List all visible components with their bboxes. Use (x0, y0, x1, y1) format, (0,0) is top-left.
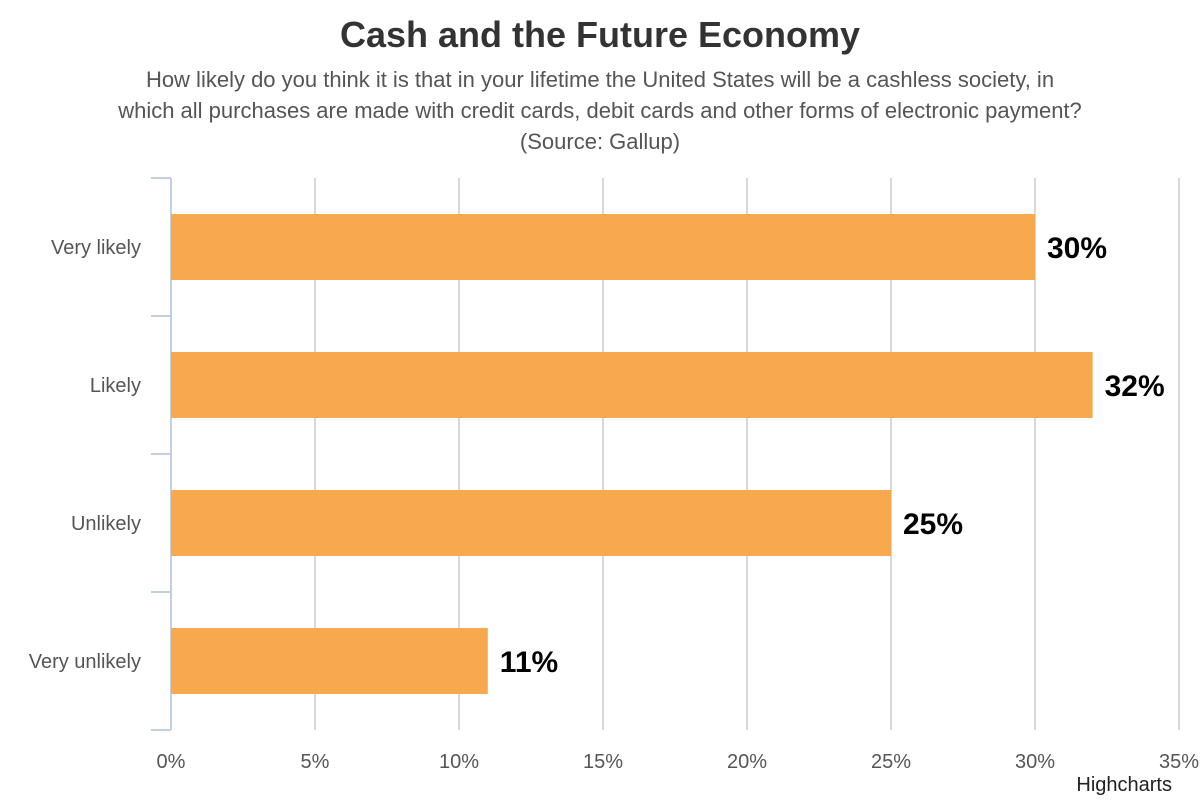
data-label: 25% (903, 508, 963, 541)
x-tick-label: 5% (301, 751, 330, 773)
x-tick-label: 15% (583, 751, 623, 773)
bar[interactable] (171, 628, 488, 694)
subtitle-line: How likely do you think it is that in yo… (145, 67, 1055, 92)
chart-title: Cash and the Future Economy (339, 14, 861, 55)
data-label: 30% (1047, 232, 1107, 265)
x-tick-label: 35% (1159, 751, 1199, 773)
category-label: Very likely (51, 237, 141, 259)
data-label: 32% (1105, 370, 1165, 403)
bar[interactable] (171, 490, 891, 556)
x-tick-label: 30% (1015, 751, 1055, 773)
x-tick-label: 20% (727, 751, 767, 773)
bar[interactable] (171, 352, 1093, 418)
x-tick-label: 25% (871, 751, 911, 773)
subtitle-line: (Source: Gallup) (519, 129, 681, 154)
category-label: Likely (90, 375, 141, 397)
subtitle-line: which all purchases are made with credit… (118, 98, 1082, 123)
data-label: 11% (500, 646, 558, 679)
credits-link[interactable]: Highcharts (1076, 774, 1172, 796)
x-tick-label: 0% (157, 751, 186, 773)
category-label: Unlikely (71, 513, 141, 535)
x-tick-label: 10% (439, 751, 479, 773)
category-label: Very unlikely (29, 651, 141, 673)
chart-subtitle: How likely do you think it is that in yo… (50, 64, 1150, 157)
bar[interactable] (171, 214, 1035, 280)
